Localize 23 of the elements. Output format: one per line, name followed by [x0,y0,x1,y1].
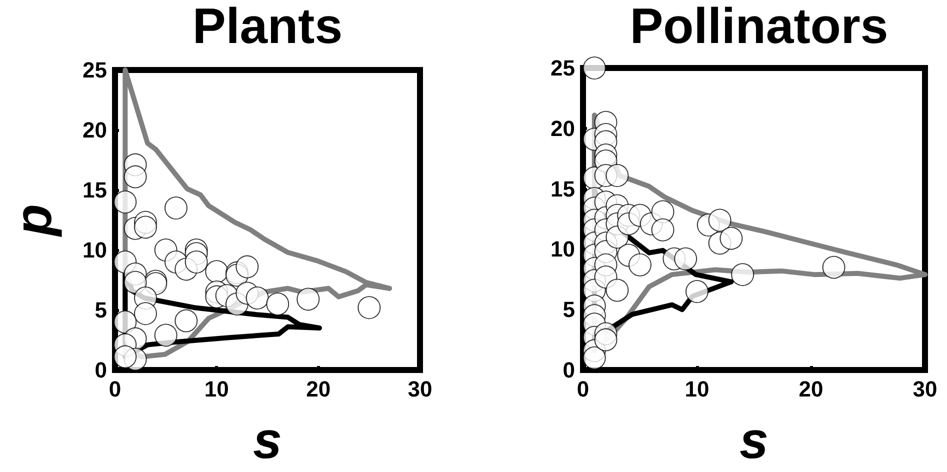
y-tick-label: 0 [94,358,107,382]
y-tick-label: 20 [550,116,575,141]
chart-title: Pollinators [630,0,888,54]
y-tick-label: 25 [550,56,575,80]
y-tick-label: 15 [82,178,107,202]
y-tick-label: 10 [82,238,107,262]
chart-title: Plants [192,0,343,54]
y-tick-label: 15 [550,176,575,202]
y-tick-label: 5 [94,298,107,322]
y-tick-label: 25 [82,58,107,82]
x-tick-label: 30 [912,376,938,402]
y-axis-title: p [5,204,63,238]
y-tick-label: 5 [562,297,575,322]
x-axis-title: s [740,412,768,470]
x-axis-title: s [253,412,282,470]
x-tick-label: 20 [798,376,824,402]
x-tick-label: 20 [306,376,331,402]
y-tick-label: 20 [82,118,107,142]
y-tick-label: 0 [562,358,575,382]
x-tick-label: 10 [684,376,710,402]
y-tick-label: 10 [550,236,575,262]
x-tick-label: 30 [408,376,432,402]
x-tick-label: 10 [204,376,229,402]
